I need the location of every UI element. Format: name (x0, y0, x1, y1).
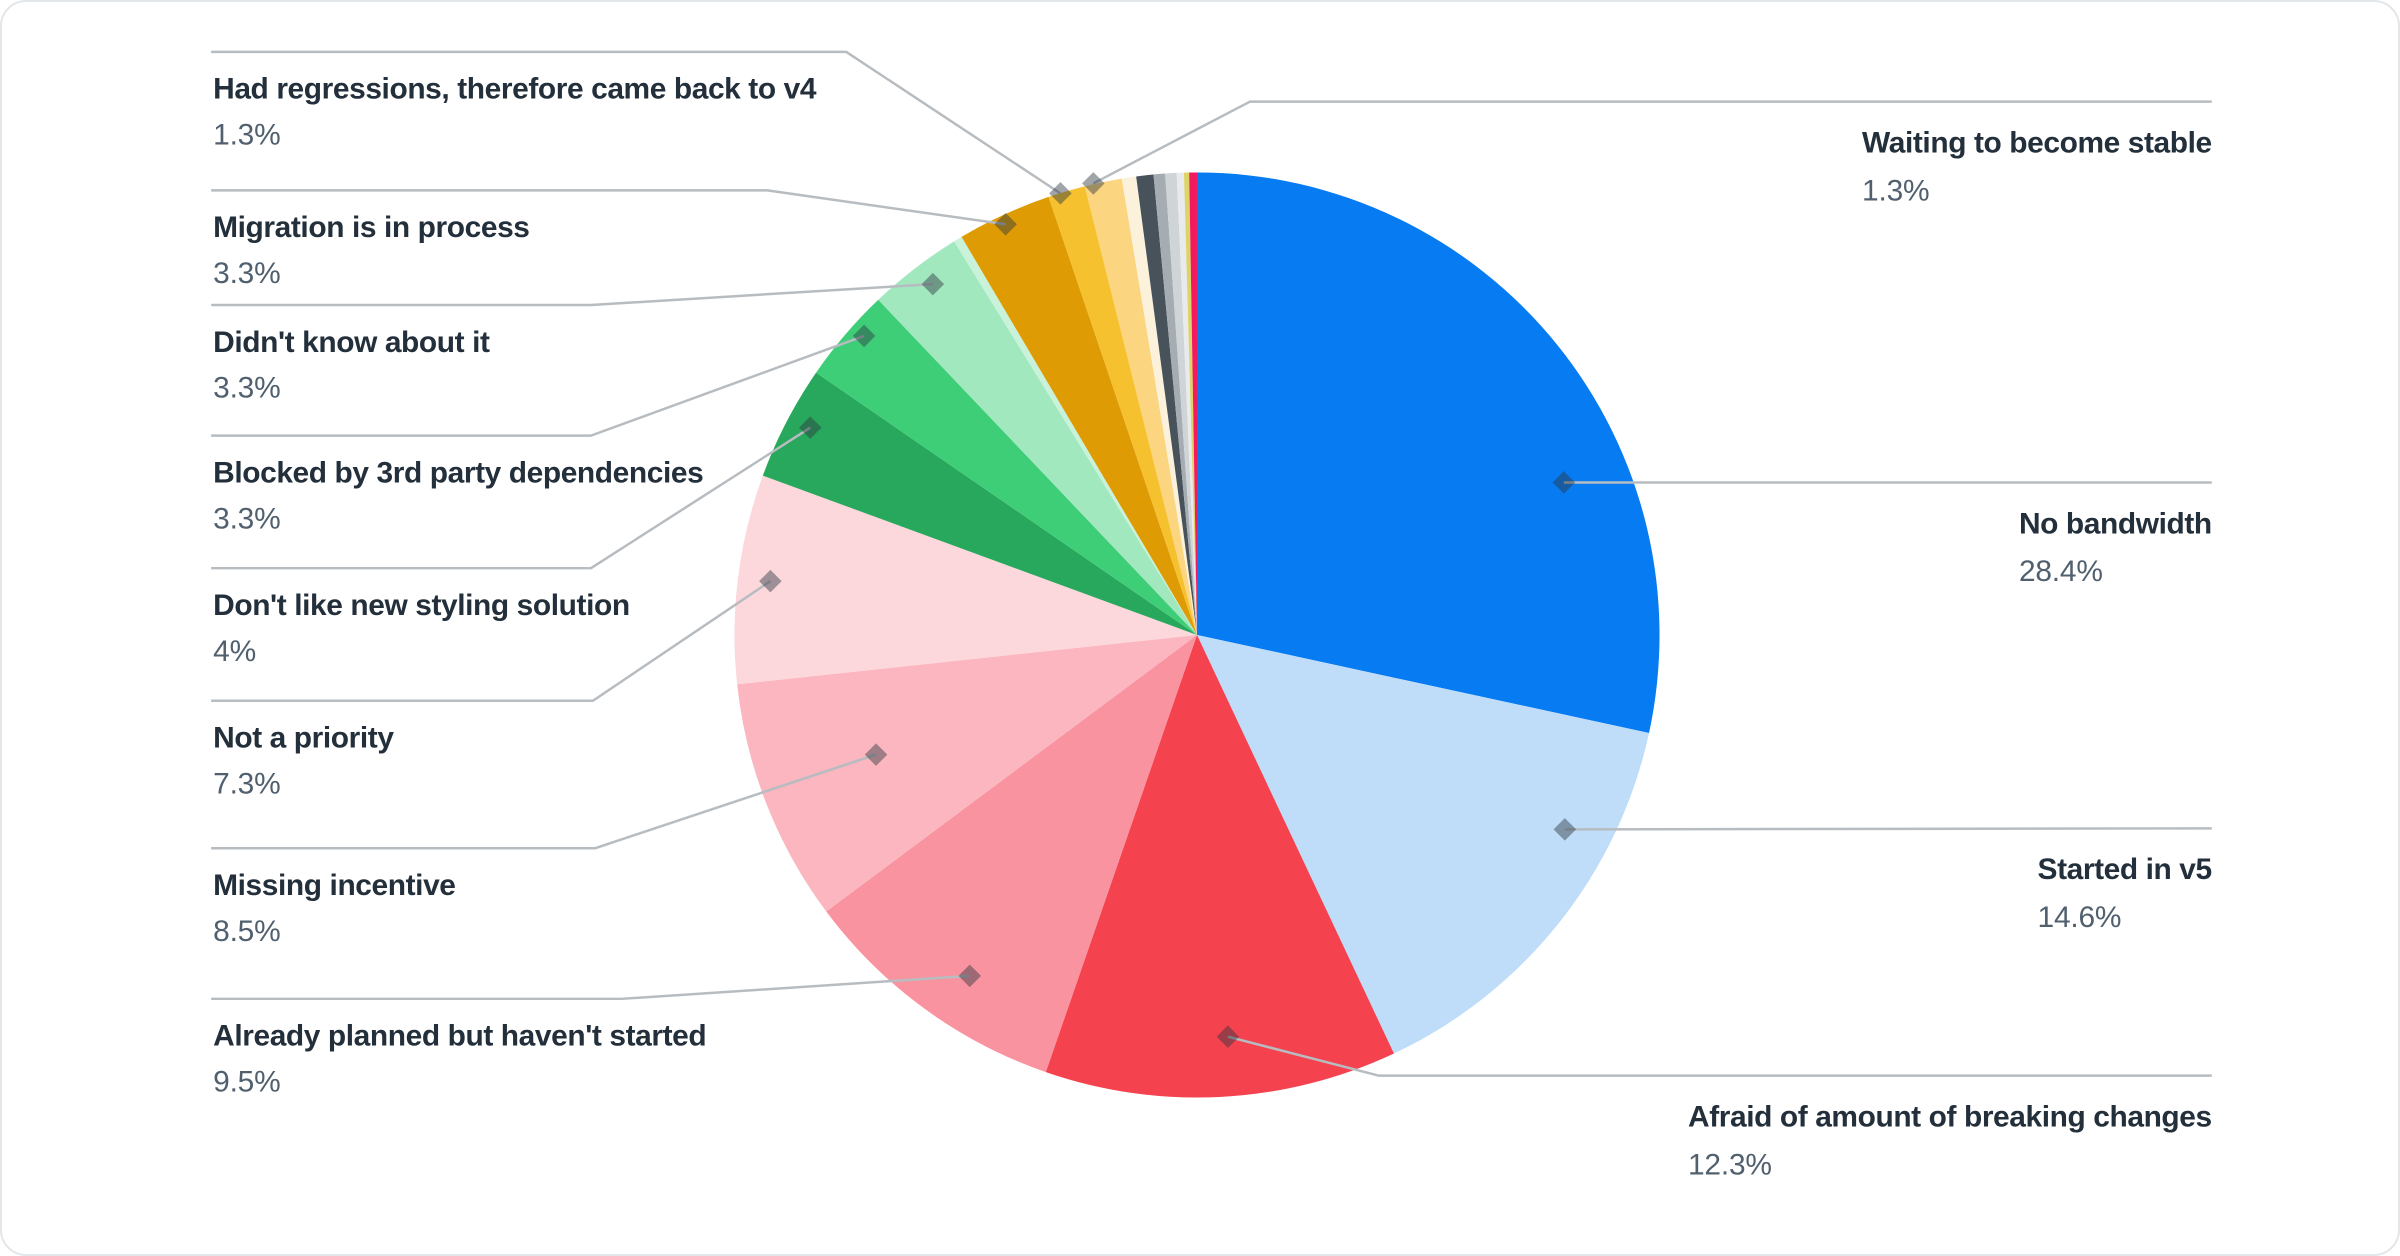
callout-value-started-in-v5: 14.6% (2038, 901, 2122, 934)
callout-title-migration-in-process: Migration is in process (213, 211, 529, 244)
pie-slice-didnt-know-about-it[interactable] (878, 241, 1198, 635)
callout-line-blocked-by-3rd-party (211, 334, 865, 437)
pie-slice-waiting-to-become-stable[interactable] (1084, 178, 1198, 635)
pie-slice-sliver-gray[interactable] (1153, 173, 1198, 635)
callout-line-waiting-to-become-stable (1092, 100, 2212, 185)
pie-slice-sliver-slate[interactable] (1136, 174, 1198, 635)
callout-value-migration-in-process: 3.3% (213, 257, 280, 290)
callout-title-blocked-by-3rd-party: Blocked by 3rd party dependencies (213, 456, 703, 489)
callout-title-had-regressions-v4: Had regressions, therefore came back to … (213, 73, 817, 106)
pie-slice-dont-like-new-styling[interactable] (762, 372, 1198, 635)
callout-title-didnt-know-about-it: Didn't know about it (213, 326, 490, 359)
pie-slice-started-in-v5[interactable] (1197, 634, 1650, 1054)
callout-value-blocked-by-3rd-party: 3.3% (213, 502, 280, 535)
pie-slice-sliver-light-gray[interactable] (1165, 172, 1198, 635)
pie-slice-afraid-of-breaking-changes[interactable] (1045, 634, 1394, 1098)
callout-lines (211, 50, 2212, 1077)
pie-slice-missing-incentive[interactable] (737, 634, 1198, 912)
callout-line-not-a-priority (211, 580, 772, 703)
pie-slice-had-regressions-v4[interactable] (1048, 186, 1198, 635)
callout-value-afraid-of-breaking-changes: 12.3% (1688, 1148, 1772, 1181)
callout-title-started-in-v5: Started in v5 (2038, 853, 2212, 886)
pie-slice-migration-in-process[interactable] (961, 196, 1198, 635)
callout-line-migration-in-process (211, 189, 1006, 226)
callout-title-afraid-of-breaking-changes: Afraid of amount of breaking changes (1688, 1100, 2212, 1133)
callout-line-didnt-know-about-it (211, 282, 933, 307)
callout-line-started-in-v5 (1564, 827, 2212, 831)
pie-slice-not-a-priority[interactable] (734, 475, 1198, 685)
pie-slice-sliver-lighter-gray[interactable] (1176, 172, 1198, 635)
callout-value-had-regressions-v4: 1.3% (213, 119, 280, 152)
callout-value-already-planned: 9.5% (213, 1066, 280, 1099)
callout-line-missing-incentive (211, 753, 877, 850)
callout-labels: No bandwidth 28.4% Started in v5 14.6% Afrai… (213, 73, 2212, 1182)
callout-value-dont-like-new-styling: 4% (213, 635, 256, 668)
callout-value-didnt-know-about-it: 3.3% (213, 372, 280, 405)
callout-title-dont-like-new-styling: Don't like new styling solution (213, 589, 630, 622)
callout-title-not-a-priority: Not a priority (213, 722, 394, 755)
callout-value-waiting-to-become-stable: 1.3% (1862, 174, 1929, 207)
callout-line-had-regressions-v4 (211, 50, 1062, 195)
pie-slice-sliver-pale-mint[interactable] (954, 236, 1198, 635)
pie-slice-blocked-by-3rd-party[interactable] (816, 299, 1198, 635)
callout-title-no-bandwidth: No bandwidth (2019, 507, 2212, 540)
callout-value-no-bandwidth: 28.4% (2019, 555, 2103, 588)
callout-line-afraid-of-breaking-changes (1227, 1035, 2212, 1077)
callout-line-already-planned (211, 974, 970, 1001)
callout-title-already-planned: Already planned but haven't started (213, 1020, 706, 1053)
callout-value-not-a-priority: 7.3% (213, 767, 280, 800)
pie-slice-sliver-yellow-green[interactable] (1183, 172, 1198, 635)
callout-value-missing-incentive: 8.5% (213, 915, 280, 948)
pie-slices (734, 172, 1660, 1098)
pie-slice-sliver-magenta[interactable] (1189, 172, 1198, 635)
pie-slice-no-bandwidth[interactable] (1197, 172, 1660, 734)
callout-title-missing-incentive: Missing incentive (213, 869, 455, 902)
pie-slice-already-planned[interactable] (826, 634, 1198, 1073)
pie-slice-sliver-cream[interactable] (1121, 176, 1198, 635)
callout-title-waiting-to-become-stable: Waiting to become stable (1862, 127, 2212, 160)
callout-line-dont-like-new-styling (211, 426, 811, 570)
